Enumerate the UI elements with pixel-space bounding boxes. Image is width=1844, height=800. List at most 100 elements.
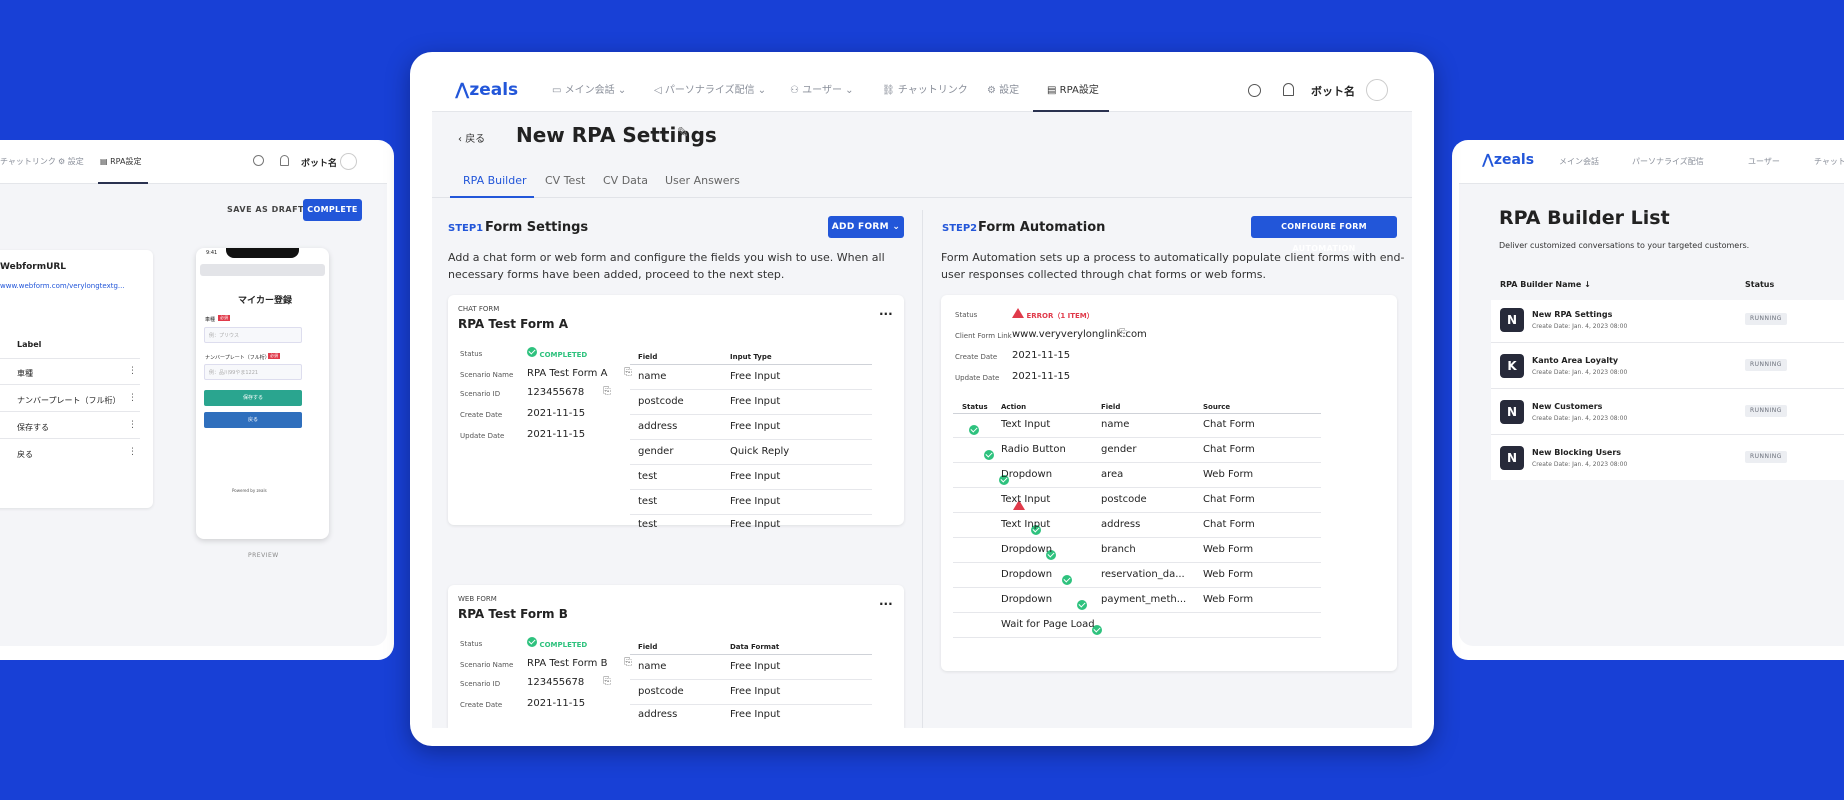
list-item-name[interactable]: New Blocking Users xyxy=(1532,448,1622,457)
scenario-id-value: 123455678 xyxy=(527,387,585,398)
copy-icon[interactable]: ⎘ xyxy=(624,367,632,378)
status-text: COMPLETED xyxy=(539,641,588,649)
nav-item-personalize-label: パーソナライズ配信 xyxy=(664,85,755,96)
row-action: Wait for Page Load xyxy=(1001,619,1095,630)
phone-save-button[interactable]: 保存する xyxy=(204,390,302,406)
col-name-header[interactable]: RPA Builder Name ↓ xyxy=(1500,280,1591,289)
more-icon[interactable]: ··· xyxy=(879,597,893,611)
copy-icon[interactable]: ⎘ xyxy=(1119,328,1127,339)
col-field: Field xyxy=(1101,403,1121,411)
nav-item-chatlink[interactable]: チャットリ xyxy=(1814,157,1844,166)
phone-address-bar xyxy=(200,264,325,276)
field-name: test xyxy=(638,471,658,482)
nav-item-users[interactable]: ⚇ ユーザー ⌄ xyxy=(790,85,854,96)
row-action: Dropdown xyxy=(1001,594,1053,605)
brand-logo[interactable]: ⋀zeals xyxy=(1482,152,1535,168)
copy-icon[interactable]: ⎘ xyxy=(603,676,611,687)
status-badge: RUNNING xyxy=(1745,359,1787,371)
required-badge: 必須 xyxy=(268,353,280,359)
check-circle-icon xyxy=(1091,625,1102,635)
more-icon[interactable]: ⋮ xyxy=(128,366,137,376)
tab-cv-data[interactable]: CV Data xyxy=(603,174,648,187)
nav-item-main[interactable]: ▭ メイン会話 ⌄ xyxy=(552,85,627,96)
page-title: RPA Builder List xyxy=(1499,207,1670,229)
avatar: N xyxy=(1500,400,1524,424)
warning-icon xyxy=(1012,308,1024,318)
nav-item-rpa[interactable]: ▤ RPA設定 xyxy=(100,157,142,166)
client-form-link-value[interactable]: www.veryverylonglink.com xyxy=(1012,329,1147,340)
webform-url[interactable]: www.webform.com/verylongtextg... xyxy=(0,282,125,290)
form-name: RPA Test Form B xyxy=(458,607,568,621)
web-form-card: WEB FORM RPA Test Form B ··· Status COMP… xyxy=(448,585,904,728)
check-circle-icon xyxy=(999,475,1010,485)
nav-item-users[interactable]: ユーザー xyxy=(1748,157,1780,166)
complete-button[interactable]: COMPLETE xyxy=(303,199,362,221)
bell-icon[interactable] xyxy=(280,155,289,166)
row-source: Chat Form xyxy=(1203,494,1255,505)
nav-item-chatlink-label: チャットリンク xyxy=(897,85,968,96)
nav-item-settings[interactable]: ⚙ 設定 xyxy=(58,157,84,166)
check-circle-icon xyxy=(1061,575,1072,585)
nav-item-settings-label: 設定 xyxy=(999,85,1020,96)
page-title: New RPA Settings xyxy=(516,123,717,147)
list-item-name[interactable]: New RPA Settings xyxy=(1532,310,1613,319)
document-icon: ▤ xyxy=(1047,85,1057,96)
phone-field1-placeholder: 例：プリウス xyxy=(209,333,240,339)
chat-icon: ▭ xyxy=(552,85,562,96)
tab-cv-test[interactable]: CV Test xyxy=(545,174,586,187)
bell-icon[interactable] xyxy=(1283,83,1294,96)
save-as-draft-button[interactable]: SAVE AS DRAFT xyxy=(227,205,305,214)
more-icon[interactable]: ⋮ xyxy=(128,447,137,457)
webform-card: WebformURL www.webform.com/verylongtextg… xyxy=(0,250,153,508)
row-source: Web Form xyxy=(1203,569,1254,580)
more-icon[interactable]: ··· xyxy=(879,307,893,321)
list-item-name[interactable]: Kanto Area Loyalty xyxy=(1532,356,1619,365)
configure-form-automation-button[interactable]: CONFIGURE FORM AUTOMATION xyxy=(1251,216,1397,253)
page-subtitle: Deliver customized conversations to your… xyxy=(1499,241,1750,250)
nav-item-personalize[interactable]: パーソナライズ配信 xyxy=(1632,157,1704,166)
avatar[interactable] xyxy=(1366,79,1388,101)
avatar: K xyxy=(1500,354,1524,378)
avatar[interactable] xyxy=(340,153,357,170)
col-input-type: Input Type xyxy=(730,353,772,361)
nav-item-main[interactable]: メイン会話 xyxy=(1559,157,1599,166)
phone-field2-label: ナンバープレート（フル桁） xyxy=(205,355,270,361)
globe-icon[interactable] xyxy=(253,155,264,166)
brand-logo[interactable]: ⋀zeals xyxy=(455,80,519,100)
main-navbar: ⋀zeals ▭ メイン会話 ⌄ ◁ パーソナライズ配信 ⌄ ⚇ ユーザー ⌄ … xyxy=(432,70,1412,112)
row-field: postcode xyxy=(1101,494,1147,505)
nav-item-chatlink[interactable]: ⛓ チャットリンク xyxy=(882,70,968,120)
scenario-id-label: Scenario ID xyxy=(460,390,501,398)
phone-back-button[interactable]: 戻る xyxy=(204,412,302,428)
status-error: ERROR（1 ITEM） xyxy=(1012,308,1094,321)
globe-icon[interactable] xyxy=(1248,84,1261,97)
label-row: 保存する xyxy=(17,423,49,432)
left-navbar: チャットリンク ⚙ 設定 ▤ RPA設定 ボット名 xyxy=(0,140,387,184)
label-header: Label xyxy=(17,340,42,349)
nav-item-rpa[interactable]: ▤ RPA設定 xyxy=(1047,70,1099,120)
nav-item-personalize[interactable]: ◁ パーソナライズ配信 ⌄ xyxy=(654,85,767,96)
tab-user-answers[interactable]: User Answers xyxy=(665,174,740,187)
create-date-value: 2021-11-15 xyxy=(1012,350,1071,361)
nav-item-settings[interactable]: ⚙ 設定 xyxy=(987,70,1019,120)
col-action: Action xyxy=(1001,403,1027,411)
list-item-date: Create Date: Jan. 4, 2023 08:00 xyxy=(1532,461,1628,468)
more-icon[interactable]: ⋮ xyxy=(128,393,137,403)
phone-field1-input[interactable]: 例：プリウス xyxy=(204,327,302,343)
phone-field2-input[interactable]: 例：品川99やま1221 xyxy=(204,364,302,380)
step1-description-line1: Add a chat form or web form and configur… xyxy=(448,251,885,264)
copy-icon[interactable]: ⎘ xyxy=(603,386,611,397)
phone-field2-placeholder: 例：品川99やま1221 xyxy=(209,370,259,376)
more-icon[interactable]: ⋮ xyxy=(128,420,137,430)
tab-rpa-builder[interactable]: RPA Builder xyxy=(463,174,527,187)
copy-icon[interactable]: ⎘ xyxy=(624,657,632,668)
check-circle-icon xyxy=(1031,525,1042,535)
warning-icon xyxy=(1013,500,1026,510)
back-link[interactable]: ‹ 戻る xyxy=(458,130,485,145)
edit-icon[interactable]: ✎ xyxy=(677,125,689,141)
add-form-button[interactable]: ADD FORM ⌄ xyxy=(828,216,904,238)
list-item-name[interactable]: New Customers xyxy=(1532,402,1603,411)
nav-item-chatlink[interactable]: チャットリンク xyxy=(0,157,56,166)
link-icon: ⛓ xyxy=(882,85,895,96)
field-type: Free Input xyxy=(730,709,781,720)
